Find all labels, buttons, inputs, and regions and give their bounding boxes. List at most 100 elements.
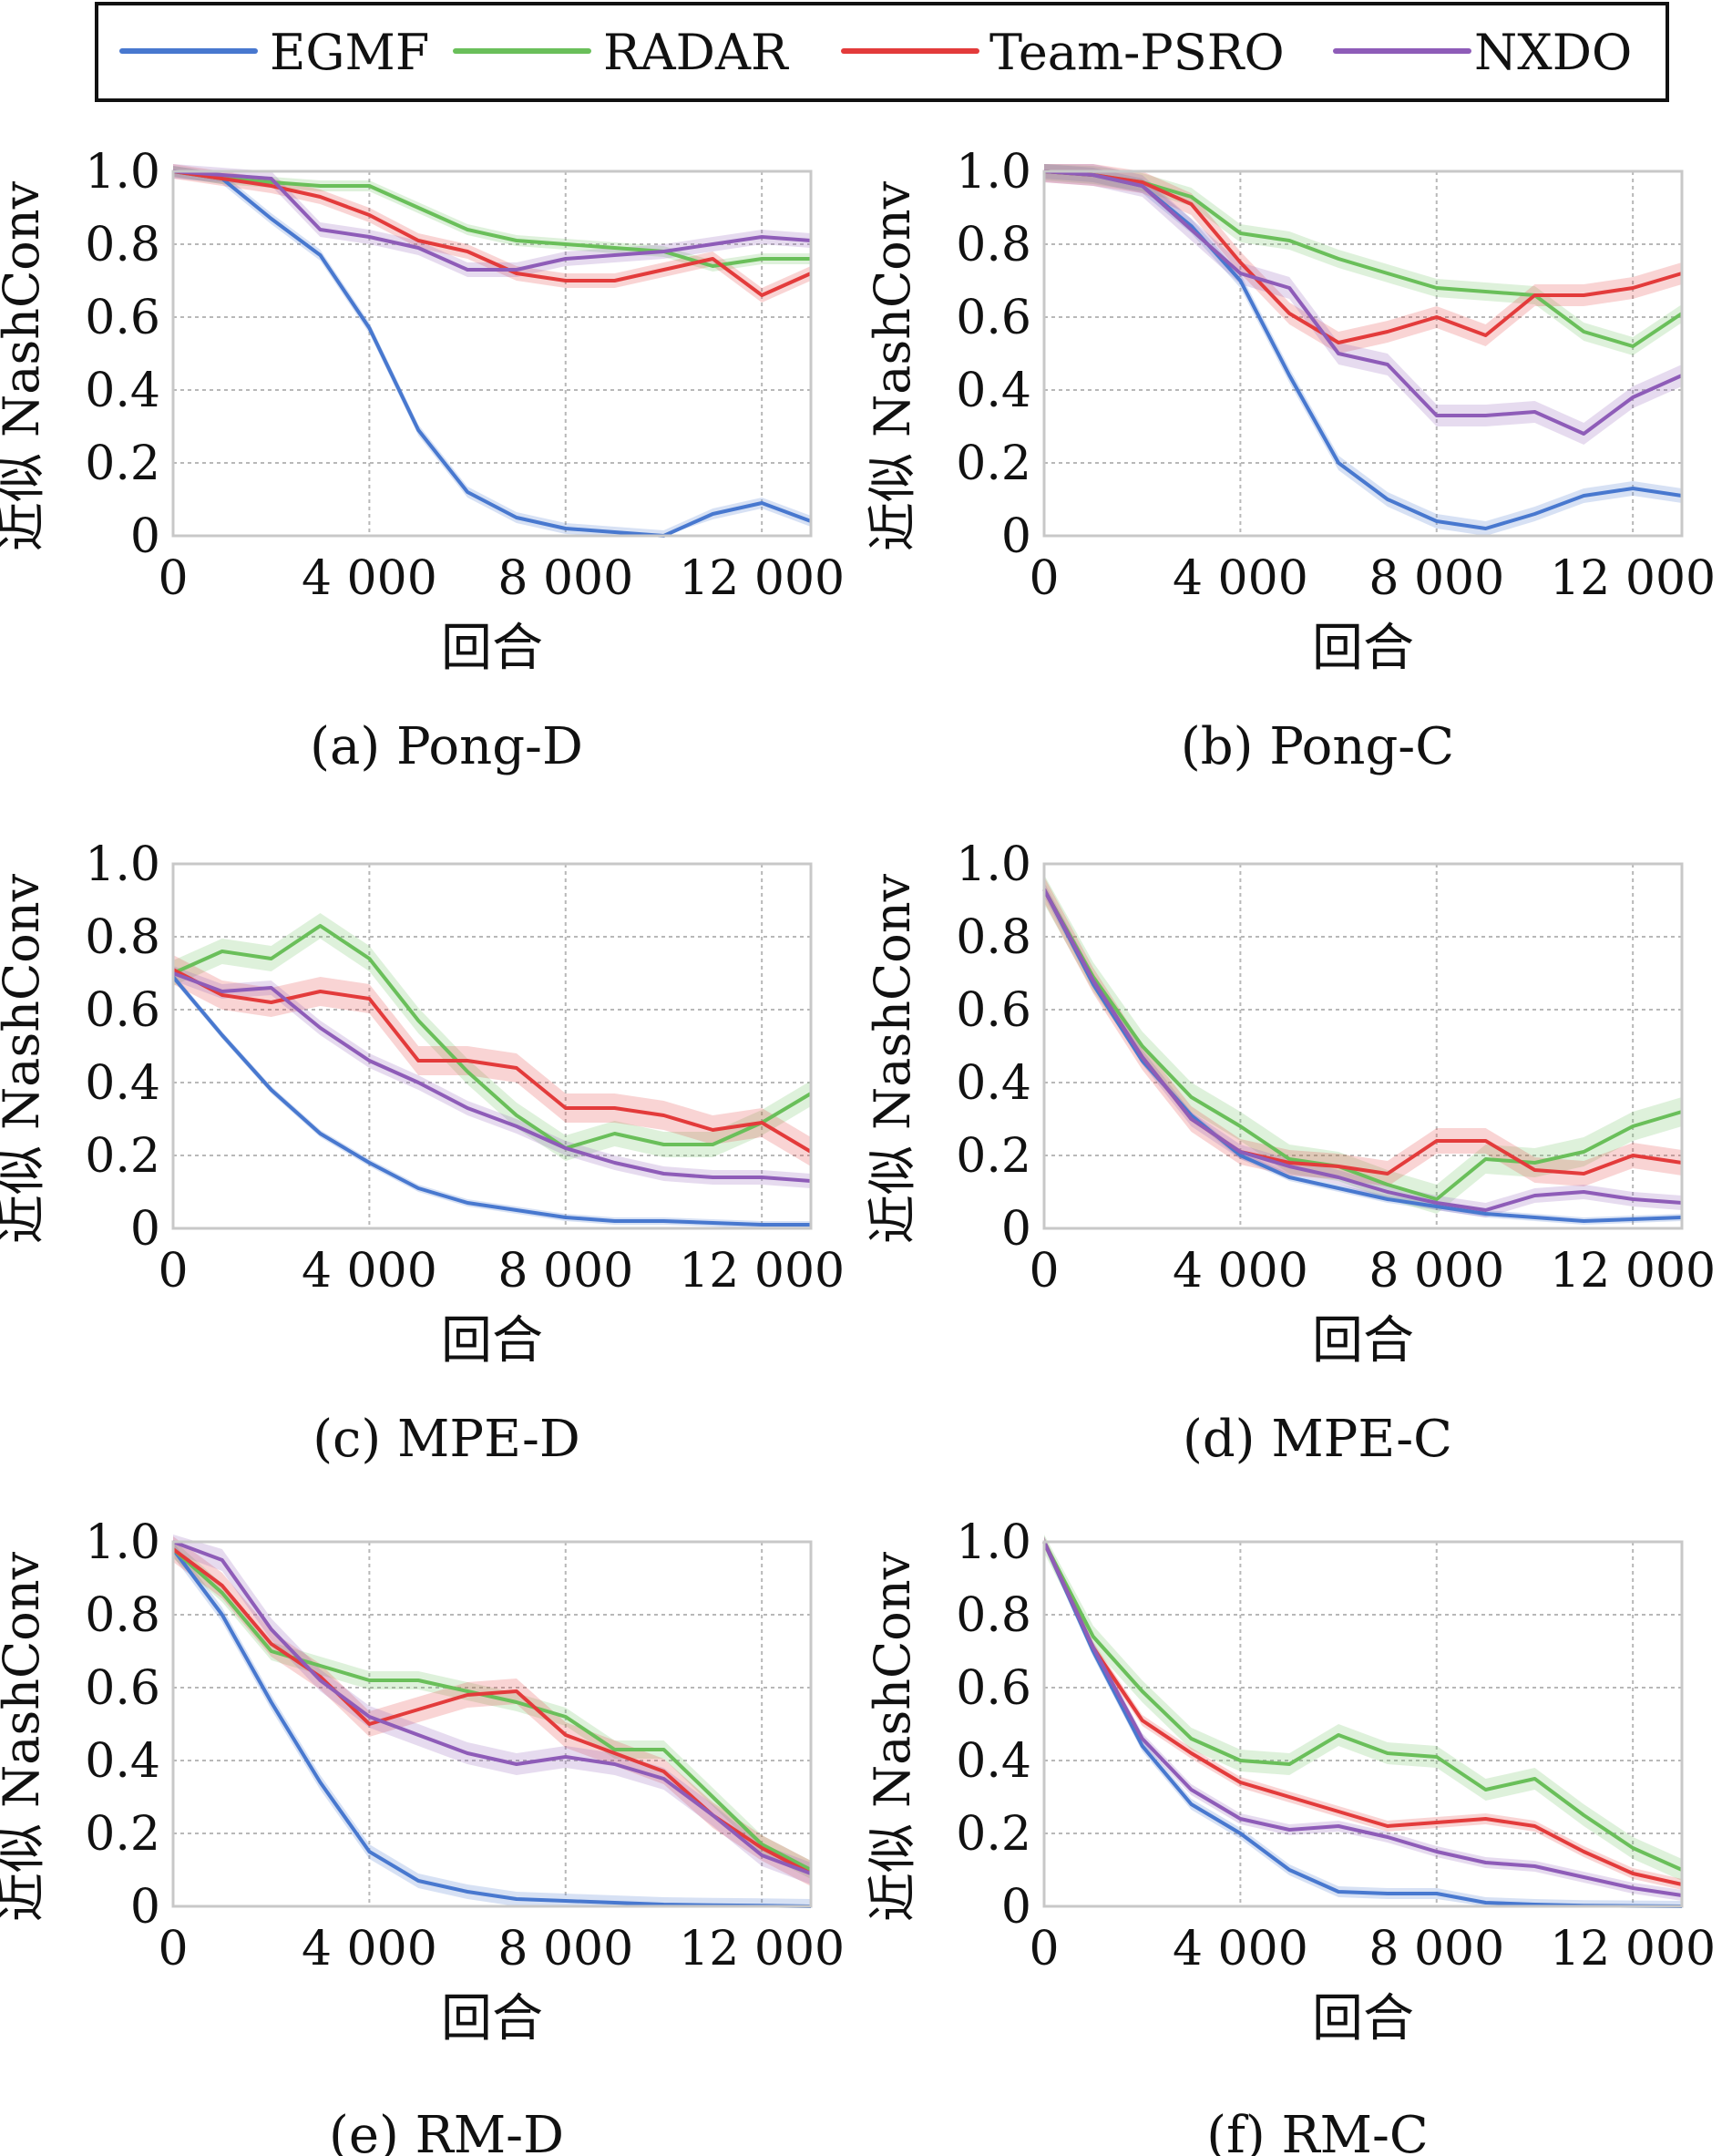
series-line-radar [171, 1547, 812, 1872]
x-tick-label: 4 000 [302, 1244, 437, 1299]
y-tick-label: 0.4 [85, 1056, 160, 1111]
x-tick-label: 8 000 [1368, 1922, 1504, 1976]
x-tick-label: 0 [1029, 551, 1059, 606]
series-band-radar [1044, 1535, 1682, 1881]
x-axis-label: 回合 [1312, 619, 1414, 678]
legend-label-team-psro: Team-PSRO [989, 24, 1285, 81]
y-tick-label: 0.8 [85, 218, 160, 272]
plot-frame [171, 169, 813, 538]
x-tick-label: 4 000 [1173, 1922, 1308, 1976]
y-axis-label: 近似 NashConv [0, 180, 50, 551]
x-tick-label: 4 000 [1173, 551, 1308, 606]
y-tick-label: 1.0 [956, 1515, 1031, 1570]
chart-caption: (c) MPE-D [313, 1410, 580, 1469]
series-band-nxdo [1044, 882, 1682, 1217]
x-tick-label: 12 000 [1550, 1244, 1716, 1299]
series-band-nxdo [1044, 1536, 1682, 1901]
plot-area [173, 864, 811, 1228]
x-tick-label: 8 000 [497, 1922, 633, 1976]
chart-panel: 0 0.2 0.4 0.6 0.8 1.0 0 4 000 8 000 12 000 回合 近似 Na… [864, 1515, 1716, 2156]
chart-caption: (a) Pong-D [310, 717, 583, 776]
chart-panel: 0 0.2 0.4 0.6 0.8 1.0 0 4 000 8 000 12 000 回合 近似 Na… [0, 145, 845, 776]
series-line-nxdo [172, 169, 812, 272]
y-tick-label: 0 [1001, 1880, 1031, 1935]
y-tick-label: 0 [130, 1880, 160, 1935]
y-tick-label: 0 [130, 509, 160, 564]
y-tick-label: 0.6 [85, 1661, 160, 1716]
series-line-nxdo [1043, 169, 1683, 436]
series-line-nxdo [172, 1540, 812, 1875]
y-tick-label: 0.2 [956, 1807, 1031, 1862]
y-tick-label: 0.4 [956, 1734, 1031, 1789]
y-tick-label: 0 [1001, 509, 1031, 564]
x-tick-label: 8 000 [1368, 551, 1504, 606]
plot-frame [1042, 862, 1684, 1230]
y-tick-label: 0.8 [956, 218, 1031, 272]
x-tick-label: 12 000 [679, 1244, 845, 1299]
series-band-nxdo [173, 966, 811, 1188]
y-tick-label: 0.6 [956, 291, 1031, 345]
series-band-team-psro [1044, 877, 1682, 1186]
y-tick-label: 0 [1001, 1202, 1031, 1257]
series-line-nxdo [1042, 1541, 1683, 1897]
x-tick-label: 8 000 [497, 551, 633, 606]
x-tick-label: 0 [158, 551, 188, 606]
x-tick-label: 8 000 [497, 1244, 633, 1299]
x-tick-label: 12 000 [679, 1922, 845, 1976]
series-line-team-psro [1042, 1541, 1683, 1886]
chart-panel: 0 0.2 0.4 0.6 0.8 1.0 0 4 000 8 000 12 000 回合 近似 Na… [864, 837, 1716, 1469]
y-axis-label: 近似 NashConv [864, 1551, 921, 1922]
x-tick-label: 0 [1029, 1244, 1059, 1299]
chart-panel: 0 0.2 0.4 0.6 0.8 1.0 0 4 000 8 000 12 000 回合 近似 Na… [0, 837, 845, 1469]
series-band-egmf [1044, 1536, 1682, 1906]
y-tick-label: 0.4 [956, 1056, 1031, 1111]
legend: EGMF RADAR Team-PSRO NXDO [95, 2, 1669, 102]
series-line-egmf [171, 975, 811, 1227]
y-tick-label: 0.8 [85, 910, 160, 965]
plot-area [173, 1542, 811, 1906]
x-tick-label: 12 000 [679, 551, 845, 606]
series-band-nxdo [173, 1535, 811, 1884]
y-axis-label: 近似 NashConv [0, 873, 50, 1244]
y-tick-label: 0 [130, 1202, 160, 1257]
series-line-team-psro [172, 968, 813, 1154]
series-line-radar [172, 924, 813, 1150]
y-axis-label: 近似 NashConv [864, 180, 921, 551]
plot-frame [171, 862, 813, 1230]
x-tick-label: 0 [158, 1244, 188, 1299]
chart-caption: (b) Pong-C [1181, 717, 1454, 776]
legend-label-egmf: EGMF [270, 24, 429, 81]
y-tick-label: 0.2 [956, 436, 1031, 491]
y-tick-label: 1.0 [85, 837, 160, 892]
chart-panel: 0 0.2 0.4 0.6 0.8 1.0 0 4 000 8 000 12 000 回合 近似 Na… [0, 1515, 845, 2156]
series-line-radar [1042, 1541, 1683, 1872]
x-tick-label: 8 000 [1368, 1244, 1504, 1299]
x-tick-label: 0 [158, 1922, 188, 1976]
y-axis-label: 近似 NashConv [864, 873, 921, 1244]
y-tick-label: 0.6 [956, 983, 1031, 1038]
plot-frame [1042, 1540, 1684, 1908]
series-line-team-psro [1043, 169, 1683, 344]
x-axis-label: 回合 [441, 1311, 543, 1371]
y-tick-label: 0.2 [85, 1807, 160, 1862]
x-tick-label: 4 000 [302, 551, 437, 606]
series-band-nxdo [1044, 164, 1682, 445]
chart-caption: (f) RM-C [1206, 2106, 1429, 2156]
series-line-egmf [172, 169, 812, 538]
series-band-radar [173, 166, 811, 272]
series-line-nxdo [172, 971, 812, 1183]
y-axis-label: 近似 NashConv [0, 1551, 50, 1922]
y-tick-label: 0.2 [956, 1129, 1031, 1184]
y-tick-label: 0.4 [85, 1734, 160, 1789]
x-tick-label: 0 [1029, 1922, 1059, 1976]
x-axis-label: 回合 [1312, 1989, 1414, 2048]
y-tick-label: 1.0 [85, 1515, 160, 1570]
y-tick-label: 0.6 [85, 291, 160, 345]
y-tick-label: 0.4 [85, 364, 160, 418]
x-axis-label: 回合 [1312, 1311, 1414, 1371]
legend-label-radar: RADAR [603, 24, 789, 81]
y-tick-label: 0.6 [85, 983, 160, 1038]
x-axis-label: 回合 [441, 1989, 543, 2048]
plot-area [1044, 171, 1682, 536]
